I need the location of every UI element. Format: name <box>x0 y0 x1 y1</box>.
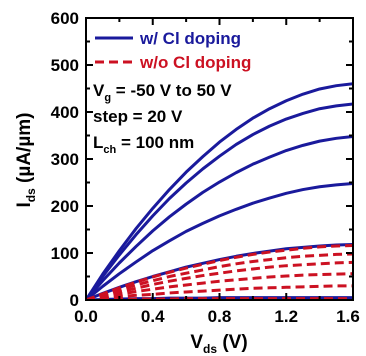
annotation-lch-rest: = 100 nm <box>116 133 194 152</box>
x-tick-labels: 0.0 0.4 0.8 1.2 1.6 <box>74 307 360 326</box>
y-tick-label: 100 <box>51 244 79 263</box>
series-line-with-cl-0 <box>86 82 353 300</box>
x-axis-title: Vds (V) <box>190 332 247 356</box>
series-line-without-cl-7 <box>86 252 353 300</box>
series-line-without-cl-10 <box>86 284 353 300</box>
annotation-vg: Vg = -50 V to 50 V <box>93 81 232 104</box>
x-tick-label: 0.4 <box>141 307 165 326</box>
annotation-vg-sub: g <box>104 92 111 104</box>
legend-label-with-cl: w/ Cl doping <box>139 29 241 48</box>
y-tick-label: 600 <box>51 9 79 28</box>
x-tick-label: 0.8 <box>208 307 232 326</box>
y-tick-label: 500 <box>51 56 79 75</box>
series-line-without-cl-9 <box>86 272 353 300</box>
series-line-without-cl-6 <box>86 243 353 300</box>
legend: w/ Cl doping w/o Cl doping <box>95 29 251 72</box>
y-tick-label: 0 <box>70 291 79 310</box>
x-axis-title-main: V <box>190 332 203 353</box>
series-line-with-cl-3 <box>86 181 353 300</box>
x-axis-title-unit: (V) <box>217 332 248 353</box>
x-tick-label: 0.0 <box>74 307 98 326</box>
y-tick-label: 300 <box>51 150 79 169</box>
annotation-lch-sub: ch <box>103 144 116 156</box>
y-axis-title: Ids (µA/µm) <box>14 112 38 207</box>
y-tick-labels: 0 100 200 300 400 500 600 <box>51 9 79 310</box>
annotation-step: step = 20 V <box>93 107 183 126</box>
tick-layer <box>85 17 354 301</box>
annotation-vg-main: V <box>93 81 105 100</box>
legend-label-without-cl: w/o Cl doping <box>139 53 251 72</box>
x-tick-label: 1.6 <box>336 307 360 326</box>
y-axis-title-main: I <box>14 202 35 207</box>
y-axis-title-unit: (µA/µm) <box>14 112 35 188</box>
series-line-with-cl-4 <box>86 243 353 300</box>
y-axis-title-sub: ds <box>24 188 38 202</box>
series-line-with-cl-1 <box>86 102 353 300</box>
annotation-lch-main: L <box>93 133 103 152</box>
y-tick-label: 200 <box>51 197 79 216</box>
series-line-with-cl-2 <box>86 134 353 300</box>
y-tick-label: 400 <box>51 103 79 122</box>
series-line-without-cl-8 <box>86 260 353 300</box>
annotation-vg-rest: = -50 V to 50 V <box>111 81 232 100</box>
annotation-lch: Lch = 100 nm <box>93 133 194 156</box>
x-axis-title-sub: ds <box>203 342 217 356</box>
x-tick-label: 1.2 <box>274 307 298 326</box>
